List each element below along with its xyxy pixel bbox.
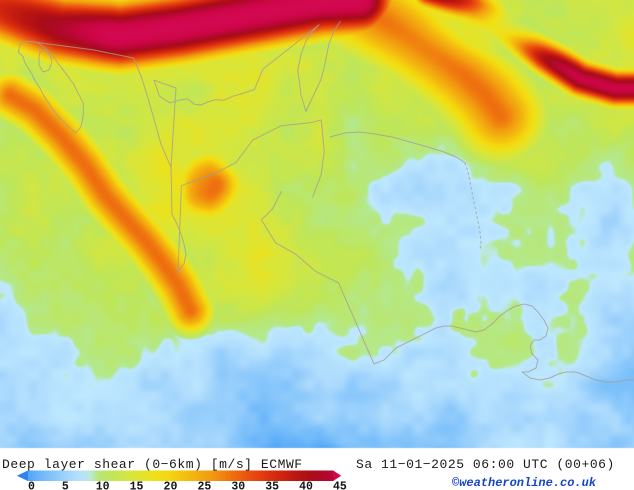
svg-text:25: 25 [197, 481, 211, 490]
svg-text:10: 10 [96, 481, 110, 490]
svg-text:0: 0 [28, 481, 35, 490]
svg-text:5: 5 [62, 481, 69, 490]
svg-text:35: 35 [265, 481, 279, 490]
svg-text:15: 15 [130, 481, 144, 490]
svg-text:45: 45 [333, 481, 347, 490]
svg-text:40: 40 [299, 481, 313, 490]
svg-text:30: 30 [231, 481, 245, 490]
svg-text:20: 20 [164, 481, 178, 490]
